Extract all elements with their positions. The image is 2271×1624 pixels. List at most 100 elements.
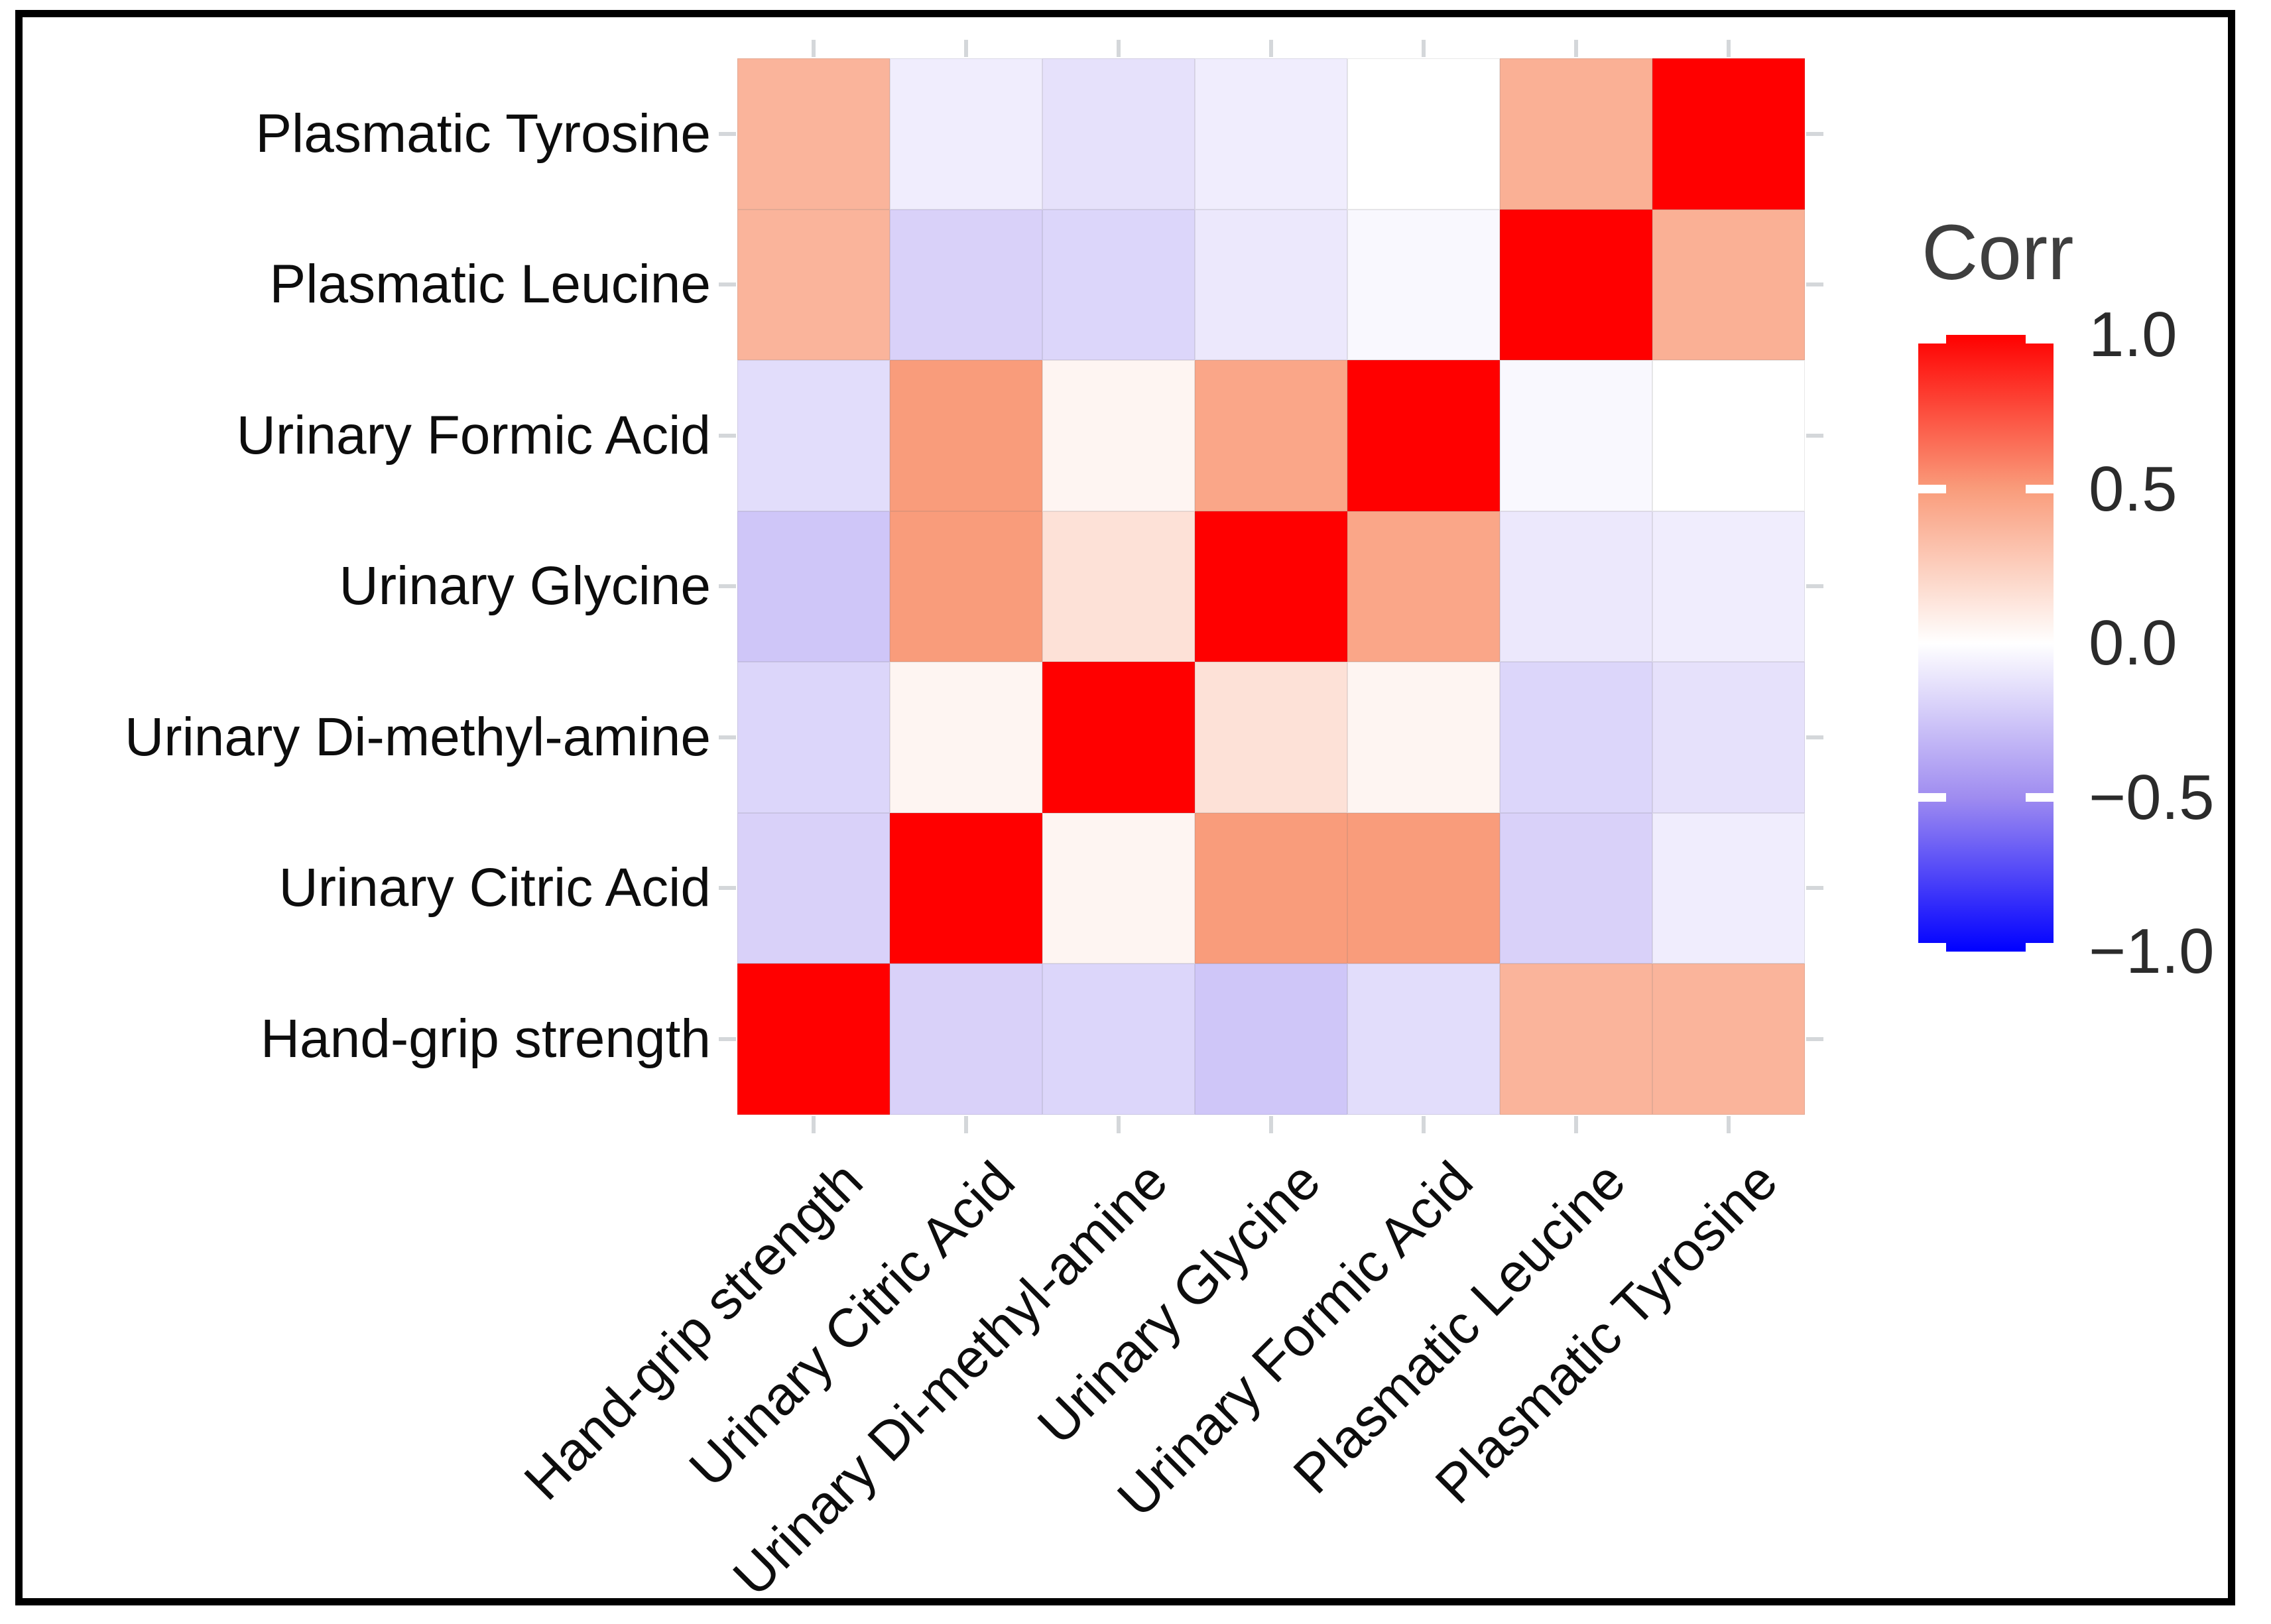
axis-tick xyxy=(1806,282,1823,287)
heatmap-cell xyxy=(737,58,890,210)
axis-tick xyxy=(719,735,736,739)
legend-break-tick xyxy=(2026,485,2054,493)
heatmap-cell xyxy=(890,511,1042,662)
axis-tick xyxy=(1422,40,1426,57)
legend-break-tick xyxy=(1918,335,1946,344)
axis-tick xyxy=(1806,886,1823,891)
heatmap-cell xyxy=(1042,662,1195,813)
heatmap-cell xyxy=(890,58,1042,210)
legend-break-tick xyxy=(2026,943,2054,952)
heatmap-cell xyxy=(1652,360,1805,511)
heatmap-cell xyxy=(1042,812,1195,964)
axis-tick xyxy=(812,1115,816,1133)
y-axis-label: Urinary Glycine xyxy=(339,556,711,617)
heatmap-cell xyxy=(737,964,890,1115)
heatmap-cell xyxy=(737,209,890,360)
heatmap-cell xyxy=(890,209,1042,360)
heatmap-cell xyxy=(737,360,890,511)
heatmap-cell xyxy=(1652,58,1805,210)
heatmap-cell xyxy=(890,964,1042,1115)
legend-tick-label: 1.0 xyxy=(2089,299,2178,370)
legend-break-tick xyxy=(1918,485,1946,493)
heatmap-cell xyxy=(1652,209,1805,360)
axis-tick xyxy=(964,40,968,57)
legend-tick-label: −0.5 xyxy=(2089,761,2215,833)
heatmap-cell xyxy=(1500,812,1652,964)
heatmap-cell xyxy=(1500,209,1652,360)
heatmap-cell xyxy=(1195,964,1347,1115)
heatmap-cell xyxy=(1042,360,1195,511)
legend-tick-label: −1.0 xyxy=(2089,916,2215,987)
axis-tick xyxy=(1806,584,1823,589)
y-axis-label: Plasmatic Tyrosine xyxy=(255,103,711,164)
axis-tick xyxy=(719,282,736,287)
axis-tick xyxy=(1806,131,1823,136)
legend-break-tick xyxy=(1918,943,1946,952)
axis-tick xyxy=(1269,1115,1273,1133)
heatmap-cell xyxy=(1042,964,1195,1115)
heatmap-cell xyxy=(1500,964,1652,1115)
heatmap-cell xyxy=(1652,662,1805,813)
figure-border xyxy=(15,10,2235,1605)
axis-tick xyxy=(719,433,736,438)
heatmap-cell xyxy=(1347,812,1500,964)
heatmap-cell xyxy=(1195,209,1347,360)
heatmap-cell xyxy=(1500,511,1652,662)
axis-tick xyxy=(719,131,736,136)
heatmap-cell xyxy=(1500,662,1652,813)
heatmap-cell xyxy=(1042,511,1195,662)
heatmap-cell xyxy=(1652,511,1805,662)
legend-break-tick xyxy=(2026,335,2054,344)
heatmap-cell xyxy=(737,511,890,662)
y-axis-label: Plasmatic Leucine xyxy=(269,254,711,315)
heatmap-cell xyxy=(1500,58,1652,210)
heatmap-cell xyxy=(1347,58,1500,210)
legend-break-tick xyxy=(2026,793,2054,802)
heatmap-cell xyxy=(890,662,1042,813)
axis-tick xyxy=(719,1036,736,1041)
heatmap-cell xyxy=(1195,58,1347,210)
axis-tick xyxy=(1422,1115,1426,1133)
heatmap-cell xyxy=(1195,360,1347,511)
heatmap-cell xyxy=(1347,209,1500,360)
axis-tick xyxy=(1269,40,1273,57)
heatmap-cell xyxy=(1195,662,1347,813)
axis-tick xyxy=(719,886,736,891)
y-axis-label: Hand-grip strength xyxy=(260,1008,711,1069)
heatmap-cell xyxy=(1500,360,1652,511)
heatmap-cell xyxy=(737,662,890,813)
y-axis-label: Urinary Formic Acid xyxy=(236,405,711,466)
heatmap-cell xyxy=(890,360,1042,511)
legend-tick-label: 0.5 xyxy=(2089,453,2178,525)
heatmap-cell xyxy=(1042,58,1195,210)
heatmap-cell xyxy=(1652,812,1805,964)
heatmap-cell xyxy=(1347,511,1500,662)
axis-tick xyxy=(1117,40,1121,57)
heatmap-cell xyxy=(1195,511,1347,662)
axis-tick xyxy=(964,1115,968,1133)
y-axis-label: Urinary Citric Acid xyxy=(278,857,711,918)
axis-tick xyxy=(1727,40,1731,57)
axis-tick xyxy=(1806,433,1823,438)
axis-tick xyxy=(719,584,736,589)
heatmap-cell xyxy=(1195,812,1347,964)
legend-tick-label: 0.0 xyxy=(2089,607,2178,678)
y-axis-label: Urinary Di-methyl-amine xyxy=(125,706,711,767)
axis-tick xyxy=(1574,1115,1578,1133)
heatmap-cell xyxy=(737,812,890,964)
axis-tick xyxy=(812,40,816,57)
heatmap-cell xyxy=(1347,360,1500,511)
axis-tick xyxy=(1574,40,1578,57)
legend-break-tick xyxy=(1918,793,1946,802)
axis-tick xyxy=(1806,735,1823,739)
legend-colorbar xyxy=(1918,335,2054,952)
legend-title: Corr xyxy=(1922,209,2074,296)
axis-tick xyxy=(1727,1115,1731,1133)
axis-tick xyxy=(1806,1036,1823,1041)
heatmap-cell xyxy=(1042,209,1195,360)
heatmap-cell xyxy=(890,812,1042,964)
axis-tick xyxy=(1117,1115,1121,1133)
heatmap-cell xyxy=(1347,662,1500,813)
heatmap-cell xyxy=(1652,964,1805,1115)
